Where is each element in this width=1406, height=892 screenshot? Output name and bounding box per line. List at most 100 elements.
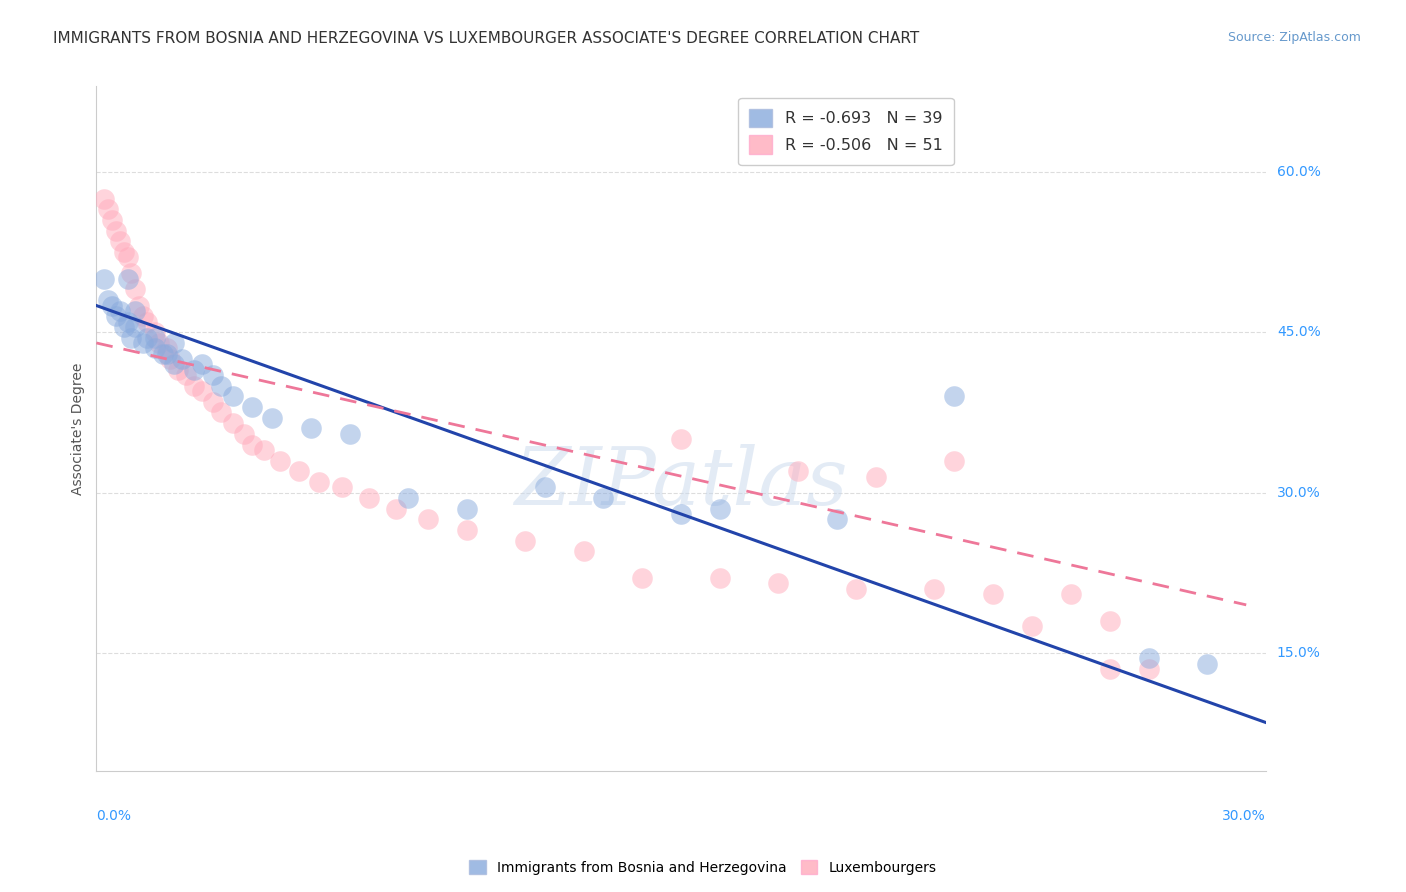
Point [924,582,946,596]
Text: 15.0%: 15.0% [1277,646,1320,660]
Point [768,576,790,591]
Text: IMMIGRANTS FROM BOSNIA AND HERZEGOVINA VS LUXEMBOURGER ASSOCIATE'S DEGREE CORREL: IMMIGRANTS FROM BOSNIA AND HERZEGOVINA V… [53,31,920,46]
Point [513,533,536,548]
Point [124,319,146,334]
Point [143,325,166,339]
Point [152,346,174,360]
Point [845,582,868,596]
Point [339,426,361,441]
Point [233,426,256,441]
Point [456,501,478,516]
Point [209,405,232,419]
Point [174,368,197,382]
Point [136,314,159,328]
Point [93,192,115,206]
Point [104,224,127,238]
Point [172,351,194,366]
Point [101,213,124,227]
Point [159,351,181,366]
Point [97,293,120,308]
Point [825,512,848,526]
Point [222,389,245,403]
Text: 60.0%: 60.0% [1277,165,1320,179]
Point [163,335,186,350]
Point [1197,657,1219,671]
Point [981,587,1004,601]
Y-axis label: Associate's Degree: Associate's Degree [72,362,86,495]
Point [416,512,439,526]
Point [1137,662,1160,676]
Point [117,314,139,328]
Point [128,299,150,313]
Point [288,464,311,478]
Point [155,341,177,355]
Legend: Immigrants from Bosnia and Herzegovina, Luxembourgers: Immigrants from Bosnia and Herzegovina, … [464,855,942,880]
Point [120,330,142,344]
Point [572,544,595,558]
Point [240,437,263,451]
Point [136,330,159,344]
Point [202,368,225,382]
Point [1098,614,1121,628]
Point [117,272,139,286]
Point [240,400,263,414]
Point [108,235,131,249]
Point [163,357,186,371]
Point [97,202,120,217]
Point [260,410,283,425]
Point [1098,662,1121,676]
Point [190,384,212,398]
Text: Source: ZipAtlas.com: Source: ZipAtlas.com [1227,31,1361,45]
Point [396,491,419,505]
Point [709,501,731,516]
Point [669,507,692,521]
Point [308,475,330,489]
Point [148,335,170,350]
Point [669,432,692,446]
Point [865,469,887,483]
Point [132,310,155,324]
Point [359,491,381,505]
Point [120,267,142,281]
Text: 30.0%: 30.0% [1222,809,1265,823]
Point [385,501,408,516]
Text: 0.0%: 0.0% [97,809,131,823]
Point [117,251,139,265]
Point [155,346,177,360]
Point [190,357,212,371]
Point [124,304,146,318]
Point [787,464,810,478]
Point [709,571,731,585]
Text: 30.0%: 30.0% [1277,485,1320,500]
Point [202,394,225,409]
Point [942,453,965,467]
Text: 45.0%: 45.0% [1277,326,1320,339]
Point [1021,619,1043,633]
Point [112,245,135,260]
Point [112,319,135,334]
Point [167,362,190,376]
Point [269,453,291,467]
Point [533,480,555,494]
Point [183,362,205,376]
Point [108,304,131,318]
Point [93,272,115,286]
Point [124,283,146,297]
Point [222,416,245,430]
Point [143,330,166,344]
Text: ZIPatlas: ZIPatlas [515,444,848,522]
Point [1137,651,1160,665]
Point [330,480,353,494]
Point [631,571,654,585]
Point [209,378,232,392]
Point [299,421,322,435]
Point [456,523,478,537]
Point [253,442,276,457]
Point [132,335,155,350]
Point [592,491,614,505]
Point [183,378,205,392]
Point [143,341,166,355]
Point [104,310,127,324]
Legend: R = -0.693   N = 39, R = -0.506   N = 51: R = -0.693 N = 39, R = -0.506 N = 51 [738,98,953,165]
Point [1060,587,1083,601]
